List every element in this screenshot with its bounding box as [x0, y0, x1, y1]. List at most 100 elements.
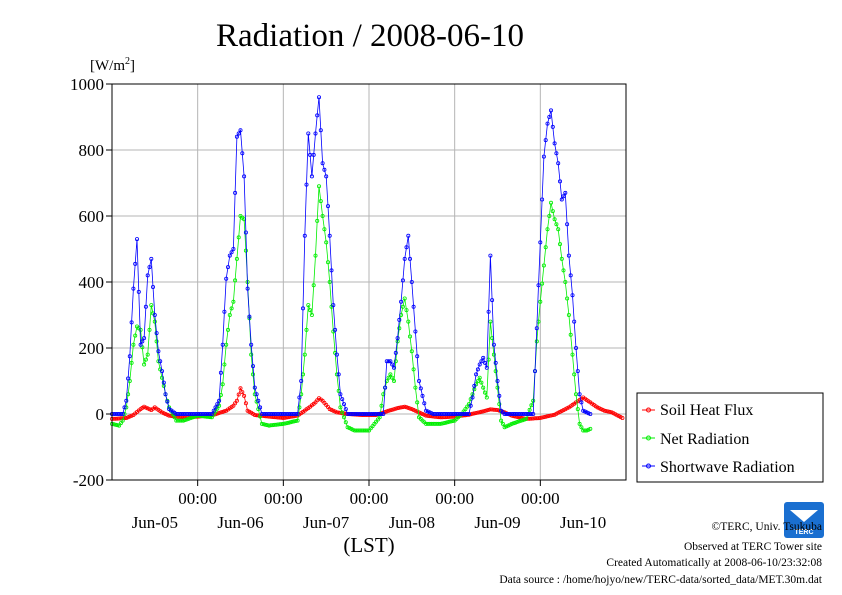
- data-point: [404, 405, 409, 410]
- data-point: [415, 354, 420, 359]
- series-line: [112, 97, 591, 415]
- data-point: [477, 362, 482, 367]
- data-point: [220, 382, 225, 387]
- chart-title: Radiation / 2008-06-10: [216, 18, 524, 54]
- data-point: [313, 253, 318, 258]
- data-point: [515, 419, 520, 424]
- data-point: [468, 403, 473, 408]
- data-point: [543, 138, 548, 143]
- y-tick-label: 1000: [70, 75, 104, 94]
- data-point: [550, 413, 555, 418]
- y-unit-close: ]: [130, 58, 135, 74]
- data-point: [516, 419, 521, 424]
- data-point: [202, 414, 207, 419]
- data-point: [311, 283, 316, 288]
- data-point: [390, 407, 395, 412]
- data-point: [493, 360, 498, 365]
- data-point: [482, 360, 487, 365]
- data-point: [217, 398, 222, 403]
- data-point: [536, 283, 541, 288]
- data-point: [233, 401, 238, 406]
- data-point: [527, 407, 532, 412]
- data-point: [440, 421, 445, 426]
- data-point: [217, 410, 222, 415]
- data-point: [559, 197, 564, 202]
- y-tick-label: 0: [96, 405, 105, 424]
- data-point: [493, 407, 498, 412]
- data-point: [218, 370, 223, 375]
- x-tick-day-label: Jun-08: [389, 513, 435, 532]
- y-tick-label: 600: [79, 207, 105, 226]
- data-point: [340, 410, 345, 415]
- data-point: [379, 411, 384, 416]
- data-point: [470, 395, 475, 400]
- data-point: [552, 141, 557, 146]
- data-point: [432, 414, 437, 419]
- data-point: [365, 428, 370, 433]
- data-point: [470, 411, 475, 416]
- data-point: [313, 131, 318, 136]
- data-point: [393, 350, 398, 355]
- data-point: [543, 245, 548, 250]
- x-tick-time-label: 00:00: [435, 489, 474, 508]
- data-point: [250, 372, 255, 377]
- data-point: [318, 128, 323, 133]
- data-point: [540, 281, 545, 286]
- data-point: [388, 359, 393, 364]
- data-point: [479, 359, 484, 364]
- data-point: [604, 409, 609, 414]
- data-point: [131, 342, 136, 347]
- data-point: [481, 409, 486, 414]
- data-point: [531, 411, 536, 416]
- data-point: [531, 398, 536, 403]
- data-point: [204, 414, 209, 419]
- data-point: [481, 355, 486, 360]
- data-point: [279, 422, 284, 427]
- data-point: [309, 174, 314, 179]
- data-point: [331, 303, 336, 308]
- data-point: [541, 415, 546, 420]
- data-point: [495, 378, 500, 383]
- data-point: [565, 222, 570, 227]
- data-point: [397, 317, 402, 322]
- x-tick-day-label: Jun-06: [217, 513, 263, 532]
- data-point: [441, 421, 446, 426]
- data-point: [181, 411, 186, 416]
- data-point: [154, 331, 159, 336]
- data-point: [418, 386, 423, 391]
- data-point: [534, 326, 539, 331]
- data-point: [334, 352, 339, 357]
- data-point: [561, 268, 566, 273]
- logo-drop-icon: [790, 510, 818, 522]
- legend-label-net: Net Radiation: [660, 431, 749, 448]
- data-point: [209, 411, 214, 416]
- data-point: [549, 108, 554, 113]
- data-point: [284, 421, 289, 426]
- data-point: [404, 245, 409, 250]
- data-point: [315, 218, 320, 223]
- data-point: [529, 416, 534, 421]
- data-point: [218, 410, 223, 415]
- data-point: [324, 174, 329, 179]
- footer-created: Created Automatically at 2008-06-10/23:3…: [606, 557, 822, 569]
- data-point: [159, 369, 164, 374]
- data-point: [411, 367, 416, 372]
- data-point: [167, 413, 172, 418]
- data-point: [438, 421, 443, 426]
- data-point: [341, 415, 346, 420]
- data-point: [127, 354, 132, 359]
- data-point: [154, 339, 159, 344]
- terc-logo: TERC: [784, 502, 824, 538]
- data-point: [316, 95, 321, 100]
- data-point: [309, 312, 314, 317]
- data-point: [545, 121, 550, 126]
- data-point: [384, 409, 389, 414]
- data-point: [152, 319, 157, 324]
- data-point: [533, 369, 538, 374]
- data-point: [343, 407, 348, 412]
- data-point: [129, 320, 134, 325]
- data-point: [583, 428, 588, 433]
- y-tick-label: 200: [79, 339, 105, 358]
- data-point: [147, 265, 152, 270]
- data-point: [518, 418, 523, 423]
